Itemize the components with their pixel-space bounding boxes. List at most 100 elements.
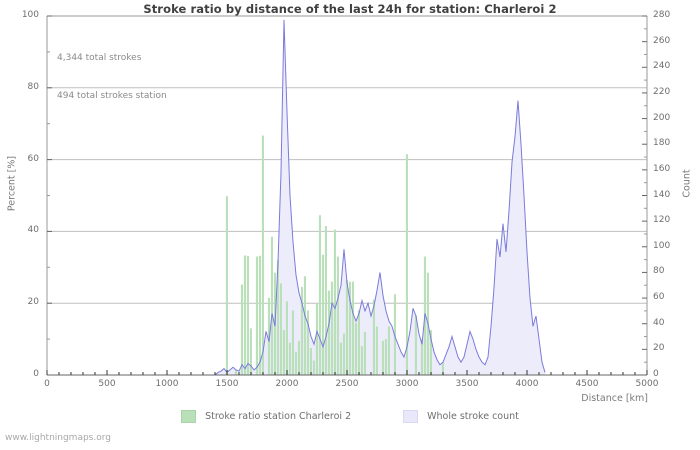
- bar: [258, 255, 261, 375]
- bar: [372, 299, 375, 375]
- footer-watermark: www.lightningmaps.org: [5, 433, 111, 443]
- y-right-tick-label: 80: [653, 266, 665, 277]
- y-left-tick-label: 100: [21, 10, 39, 20]
- bar: [294, 351, 297, 375]
- y-right-tick-label: 280: [653, 10, 671, 20]
- bar: [318, 215, 321, 375]
- y-right-tick-label: 160: [653, 163, 671, 174]
- legend-label-stroke-ratio: Stroke ratio station Charleroi 2: [205, 411, 352, 422]
- y-right-tick-label: 0: [653, 369, 659, 379]
- y-left-tick-label: 40: [27, 225, 39, 236]
- plot-area: [46, 15, 648, 376]
- annotation-total-strokes: 4,344 total strokes: [57, 53, 142, 63]
- bar: [261, 135, 264, 375]
- series-whole-stroke-count-area: [215, 19, 545, 375]
- bar: [357, 310, 360, 375]
- x-tick-label: 1500: [215, 379, 239, 389]
- bar: [351, 281, 354, 375]
- y-right-tick-label: 200: [653, 112, 671, 123]
- bar: [291, 310, 294, 375]
- bar: [243, 255, 246, 375]
- bar: [330, 281, 333, 375]
- x-tick-label: 4500: [575, 379, 599, 389]
- y-right-tick-label: 220: [653, 86, 671, 97]
- legend-swatch-stroke-ratio: [181, 410, 197, 423]
- legend-item-1: Whole stroke count: [403, 410, 519, 423]
- bar: [234, 369, 237, 375]
- bar: [267, 297, 270, 375]
- bar: [225, 196, 228, 375]
- annotation-station-strokes: 494 total strokes station: [57, 90, 167, 101]
- legend-label-whole-count: Whole stroke count: [427, 411, 519, 422]
- bar: [321, 254, 324, 375]
- bar: [375, 326, 378, 375]
- chart-annotation: 4,344 total strokes 494 total strokes st…: [57, 27, 167, 127]
- bar: [348, 281, 351, 375]
- bar: [315, 303, 318, 375]
- bar: [405, 154, 408, 375]
- y-right-tick-label: 180: [653, 138, 671, 149]
- x-tick-label: 2000: [275, 379, 299, 389]
- bar: [381, 340, 384, 375]
- bar: [282, 330, 285, 376]
- bar: [249, 328, 252, 375]
- x-tick-label: 0: [44, 379, 50, 389]
- bar: [279, 283, 282, 375]
- bar: [285, 301, 288, 375]
- bar: [363, 331, 366, 375]
- y-right-tick-label: 120: [653, 215, 671, 226]
- x-tick-label: 2500: [335, 379, 359, 389]
- bar: [306, 310, 309, 375]
- bar: [345, 279, 348, 375]
- y-right-tick-label: 240: [653, 61, 671, 72]
- bar: [246, 255, 249, 375]
- bar: [384, 339, 387, 375]
- y-right-tick-label: 40: [653, 317, 665, 328]
- bar: [270, 236, 273, 375]
- y-right-tick-label: 260: [653, 35, 671, 46]
- series-whole-stroke-count-line: [214, 19, 546, 376]
- bar: [309, 348, 312, 375]
- bar: [288, 342, 291, 375]
- y-right-tick-label: 20: [653, 343, 665, 354]
- bar: [324, 226, 327, 375]
- bar: [300, 287, 303, 375]
- y-right-tick-label: 100: [653, 240, 671, 251]
- chart-legend: Stroke ratio station Charleroi 2 Whole s…: [0, 410, 700, 423]
- bar: [420, 339, 423, 375]
- y-right-tick-label: 140: [653, 189, 671, 200]
- y-left-tick-label: 20: [27, 297, 39, 308]
- bar: [360, 346, 363, 375]
- legend-item-0: Stroke ratio station Charleroi 2: [181, 410, 351, 423]
- bar: [336, 256, 339, 375]
- x-tick-label: 1000: [155, 379, 179, 389]
- x-tick-label: 500: [98, 379, 116, 389]
- bar: [327, 290, 330, 375]
- bar: [297, 340, 300, 375]
- chart-title: Stroke ratio by distance of the last 24h…: [143, 2, 557, 16]
- bar: [312, 360, 315, 375]
- x-tick-label: 5000: [635, 379, 659, 389]
- bar: [441, 362, 444, 375]
- bar: [240, 284, 243, 375]
- legend-swatch-whole-count: [403, 410, 419, 423]
- bar: [303, 276, 306, 375]
- bar: [387, 326, 390, 375]
- x-tick-label: 4000: [515, 379, 539, 389]
- bar: [354, 322, 357, 375]
- y-left-tick-label: 80: [27, 81, 39, 92]
- y-left-tick-label: 0: [33, 369, 39, 379]
- y-right-tick-label: 60: [653, 292, 665, 303]
- bar: [333, 229, 336, 375]
- x-axis-title: Distance [km]: [581, 393, 648, 404]
- x-tick-label: 3500: [455, 379, 479, 389]
- bar: [255, 256, 258, 375]
- bar: [342, 333, 345, 375]
- bar: [339, 342, 342, 375]
- bar: [429, 330, 432, 376]
- y-left-tick-label: 60: [27, 153, 39, 164]
- bar: [276, 260, 279, 375]
- x-tick-label: 3000: [395, 379, 419, 389]
- y-axis-right-title: Count: [681, 169, 693, 198]
